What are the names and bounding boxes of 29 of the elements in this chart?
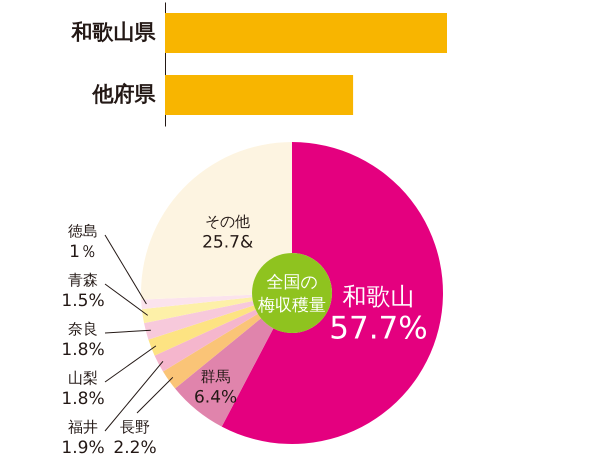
- donut-slice: [175, 318, 274, 427]
- donut-slice: [144, 300, 254, 340]
- slice-label: 群馬: [200, 368, 231, 386]
- donut-slice: [141, 294, 252, 310]
- data-label: 25.7&: [202, 232, 254, 252]
- slice-label: 和歌山: [342, 282, 414, 310]
- slice-label: 山梨: [68, 369, 98, 387]
- data-label: 1.8%: [61, 389, 105, 409]
- y-tick-label: 和歌山県: [70, 20, 156, 44]
- text: 梅収穫量: [257, 296, 326, 316]
- slice-label: その他: [205, 212, 250, 230]
- slice-label: 徳島: [68, 222, 98, 240]
- donut-slice: [142, 297, 253, 324]
- donut-slice: [163, 314, 262, 389]
- donut-slice: [148, 305, 256, 356]
- slice-label: 長野: [120, 418, 150, 436]
- data-label: 6.4%: [194, 388, 238, 408]
- text: 全国の: [266, 272, 318, 292]
- data-label: 1.9%: [61, 438, 105, 458]
- data-label: 57.7%: [329, 310, 428, 346]
- data-label: 1％: [69, 242, 97, 262]
- donut-slice: [154, 310, 258, 372]
- data-label: 1.8%: [61, 340, 105, 360]
- y-tick-label: 他府県: [92, 82, 156, 106]
- slice-label: 奈良: [68, 320, 98, 338]
- slice-label: 福井: [68, 418, 98, 436]
- data-label: 1.5%: [61, 291, 105, 311]
- slice-label: 青森: [68, 271, 98, 289]
- data-label: 2.2%: [113, 438, 157, 458]
